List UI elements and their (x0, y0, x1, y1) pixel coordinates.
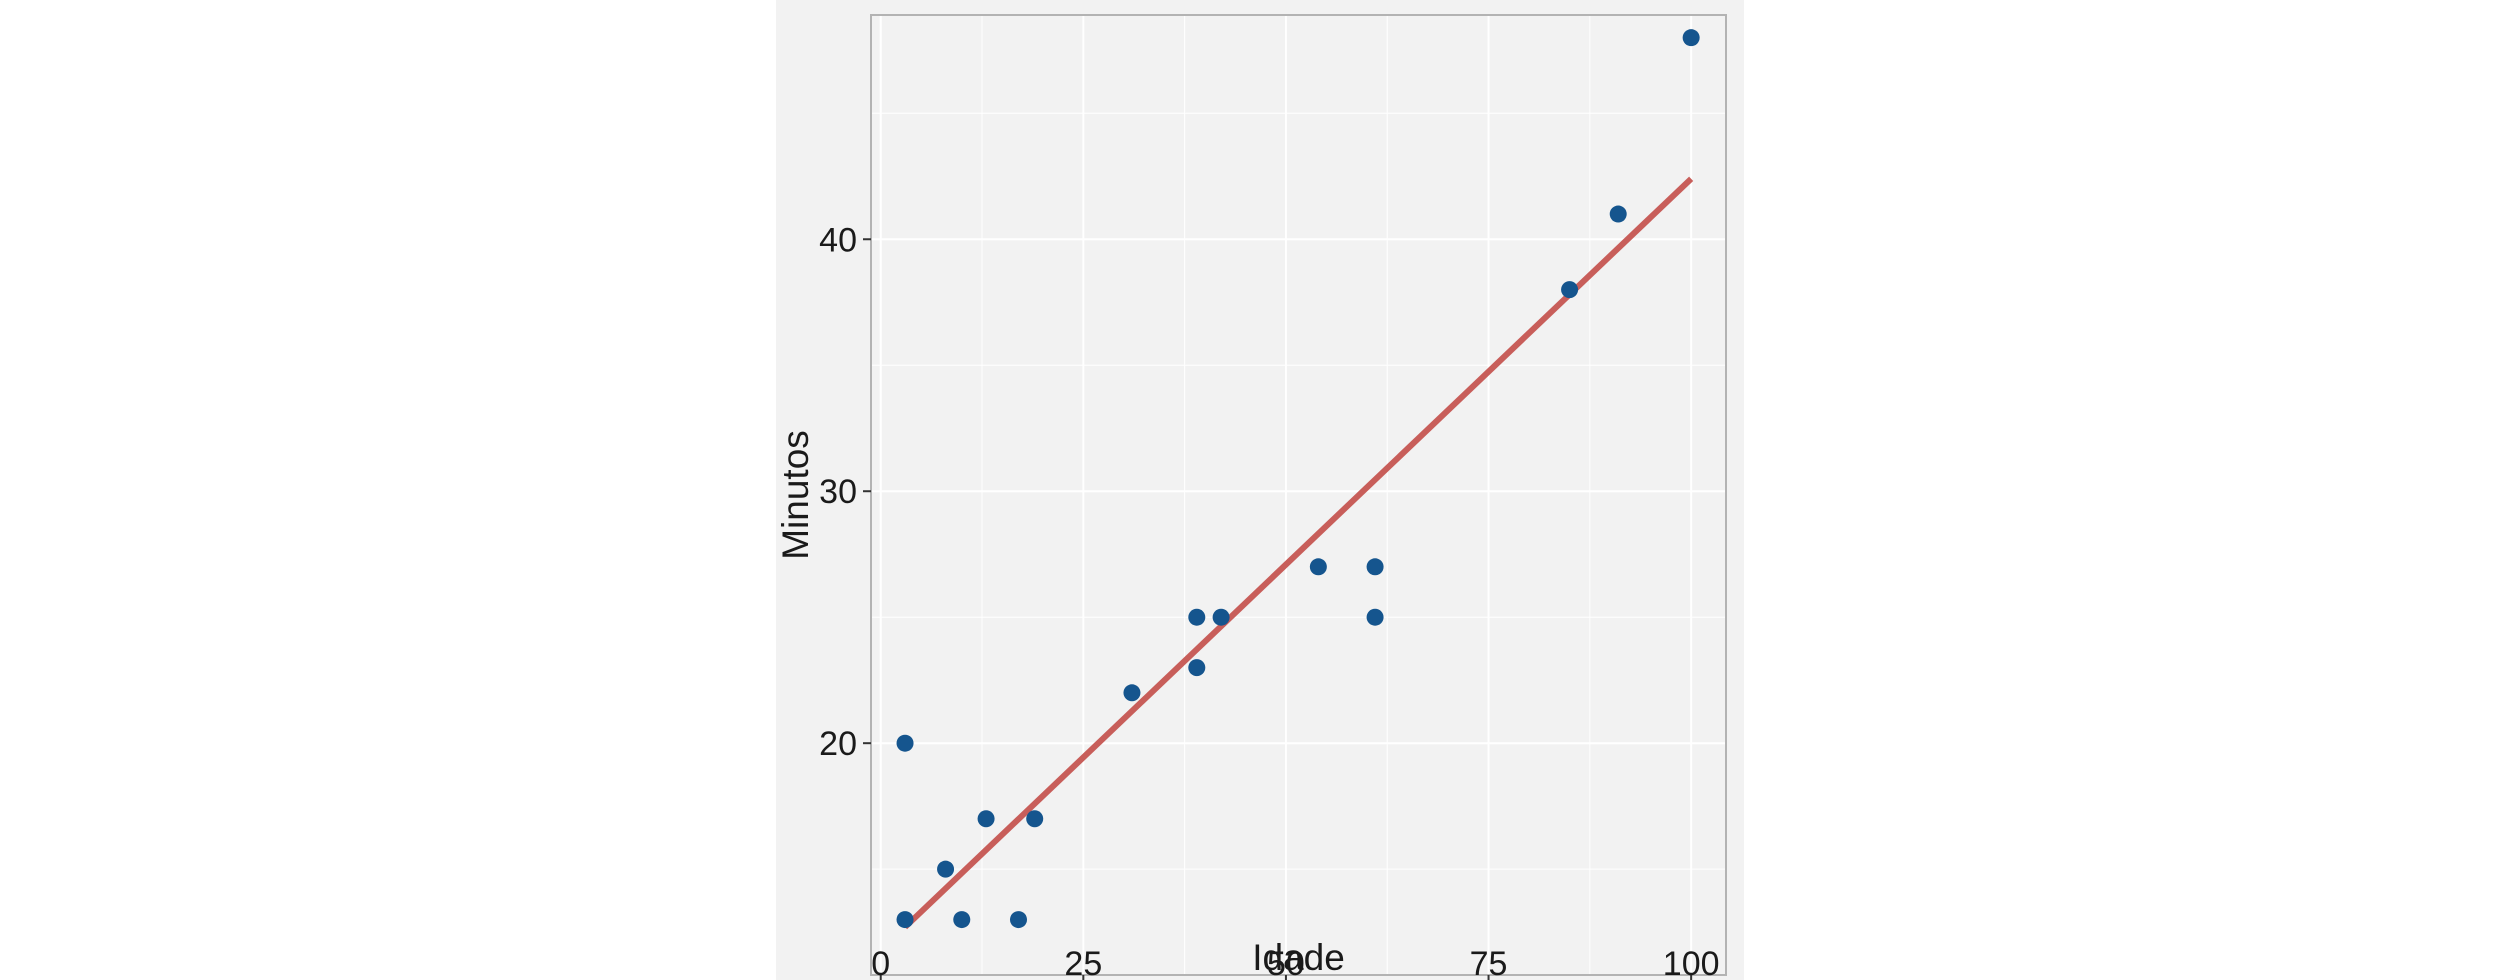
y-tick-label: 20 (819, 725, 857, 763)
data-point (1561, 281, 1579, 299)
data-point (937, 860, 955, 878)
x-tick-label: 25 (1064, 945, 1102, 980)
y-axis-title: Minutos (776, 430, 816, 560)
data-point (1026, 810, 1044, 828)
data-point (1188, 659, 1206, 677)
axes: 0 25 50 75 100 20 30 40 (819, 14, 1727, 980)
data-point (953, 911, 971, 929)
data-point (1309, 558, 1327, 576)
plot-border (870, 14, 1727, 976)
data-point (1366, 558, 1384, 576)
data-point (1366, 608, 1384, 626)
data-point (1123, 684, 1141, 702)
plot-panel (871, 15, 1726, 975)
data-point (977, 810, 995, 828)
data-point (1682, 29, 1700, 47)
data-point (896, 734, 914, 752)
x-tick-label: 0 (871, 945, 890, 980)
y-tick-label: 40 (819, 221, 857, 259)
y-tick-label: 30 (819, 473, 857, 511)
regression-line (902, 176, 1694, 930)
grid-lines (871, 15, 1726, 975)
data-point (896, 911, 914, 929)
scatter-chart: 0 25 50 75 100 20 30 40 Idade Minutos (776, 0, 1744, 980)
data-point (1009, 911, 1027, 929)
x-axis-title: Idade (1252, 937, 1345, 978)
fit-line-layer (902, 176, 1694, 930)
data-point (1212, 608, 1230, 626)
chart-panel: 0 25 50 75 100 20 30 40 Idade Minutos (776, 0, 1744, 980)
data-point (1609, 205, 1627, 223)
x-tick-label: 100 (1663, 945, 1720, 980)
data-points (896, 29, 1700, 929)
x-tick-label: 75 (1470, 945, 1508, 980)
data-point (1188, 608, 1206, 626)
x-tick-label: 50 (1267, 945, 1305, 980)
